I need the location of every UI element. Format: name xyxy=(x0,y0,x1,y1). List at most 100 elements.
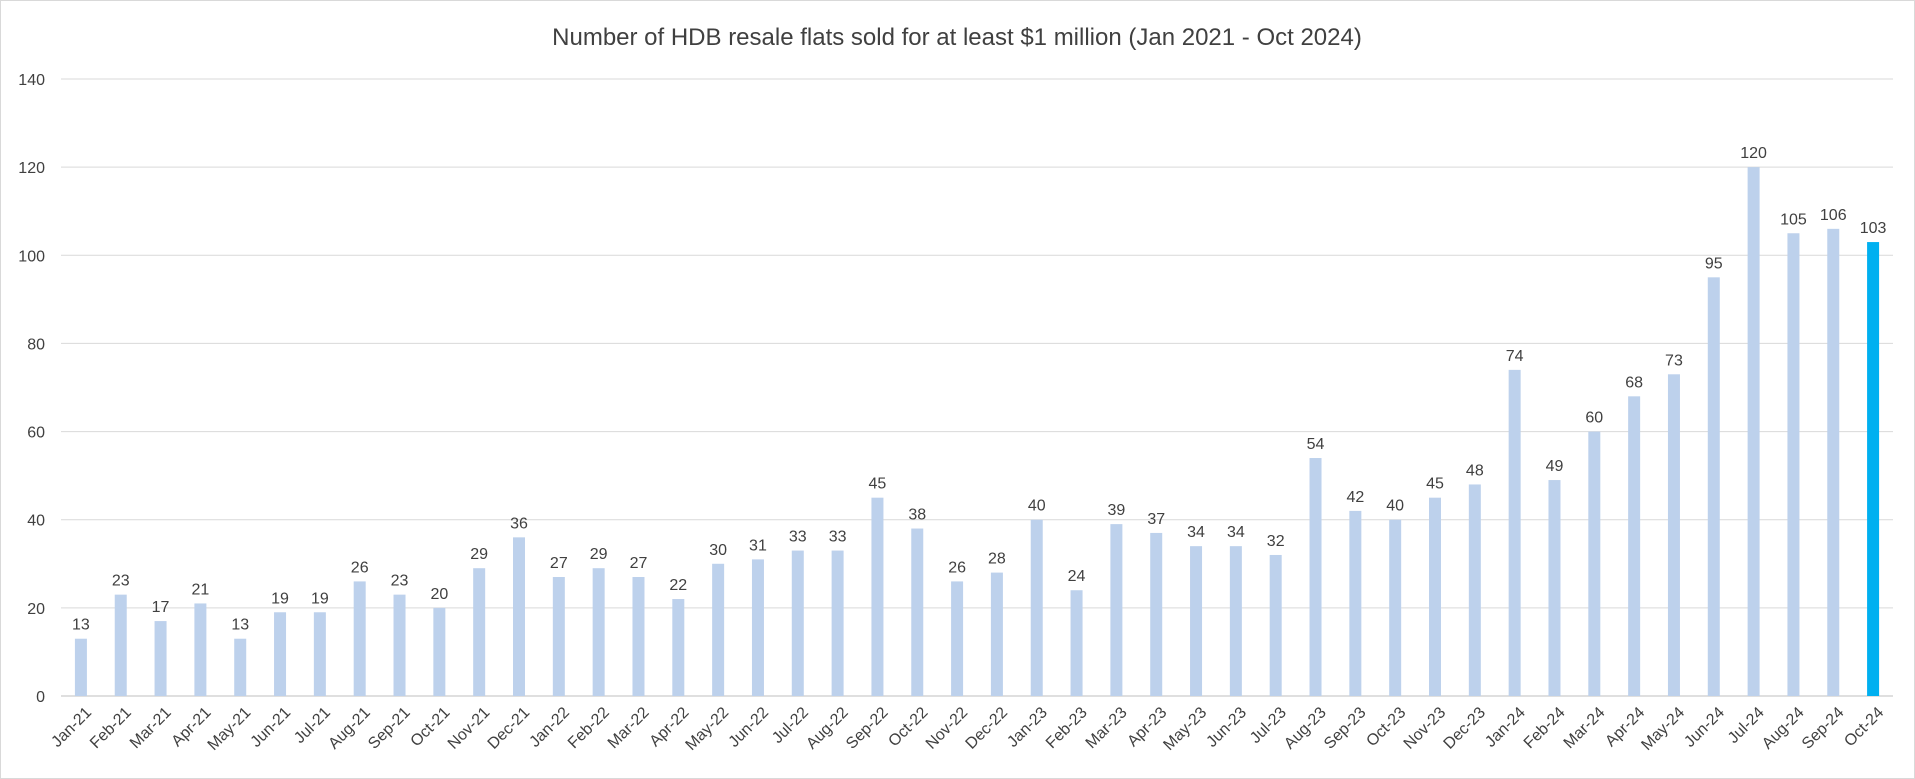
bar-jun-21 xyxy=(274,612,287,696)
x-tick-label: May-24 xyxy=(1638,704,1688,754)
bar-sep-23 xyxy=(1349,510,1362,696)
bar-apr-21 xyxy=(194,603,207,696)
x-axis-ticks: Jan-21Feb-21Mar-21Apr-21May-21Jun-21Jul-… xyxy=(48,704,1887,754)
x-tick-label: Aug-23 xyxy=(1281,704,1330,753)
bar-jan-24 xyxy=(1508,369,1521,696)
bar-may-23 xyxy=(1190,546,1203,696)
bar-jun-22 xyxy=(751,559,764,696)
bars xyxy=(74,167,1880,697)
x-tick-label: Feb-21 xyxy=(87,704,135,752)
bar-dec-23 xyxy=(1468,484,1481,696)
x-tick-label: Mar-21 xyxy=(127,704,175,752)
x-tick-label: Jan-24 xyxy=(1482,704,1529,751)
x-tick-label: Dec-22 xyxy=(963,704,1012,753)
x-tick-label: May-22 xyxy=(683,704,733,754)
y-tick-label: 0 xyxy=(36,689,45,706)
y-tick-label: 120 xyxy=(18,160,45,177)
data-label: 20 xyxy=(430,586,448,603)
x-tick-label: Nov-21 xyxy=(445,704,494,753)
bar-aug-23 xyxy=(1309,458,1322,696)
x-tick-label: Sep-21 xyxy=(365,704,414,753)
bar-feb-21 xyxy=(114,594,127,696)
data-label: 38 xyxy=(908,507,926,524)
data-label: 37 xyxy=(1147,511,1165,528)
data-label: 29 xyxy=(470,546,488,563)
data-label: 13 xyxy=(72,617,90,634)
data-label: 19 xyxy=(271,590,289,607)
x-tick-label: Jun-23 xyxy=(1203,704,1250,751)
x-tick-label: Jan-22 xyxy=(526,704,573,751)
x-tick-label: Oct-24 xyxy=(1841,704,1887,750)
bar-jan-21 xyxy=(74,638,87,696)
bar-aug-22 xyxy=(831,550,844,696)
x-tick-label: Sep-24 xyxy=(1799,704,1848,753)
data-label: 103 xyxy=(1860,220,1887,237)
bar-feb-23 xyxy=(1070,590,1083,696)
bar-oct-23 xyxy=(1389,519,1402,696)
bar-jul-23 xyxy=(1269,554,1282,696)
x-tick-label: Jan-23 xyxy=(1004,704,1051,751)
bar-may-22 xyxy=(712,563,725,696)
bar-jun-24 xyxy=(1707,277,1720,696)
data-label: 54 xyxy=(1307,436,1325,453)
data-label: 33 xyxy=(789,529,807,546)
bar-apr-24 xyxy=(1628,396,1641,696)
data-label: 33 xyxy=(829,529,847,546)
y-tick-label: 40 xyxy=(27,513,45,530)
bar-mar-21 xyxy=(154,621,167,696)
data-label: 26 xyxy=(351,559,369,576)
bar-aug-24 xyxy=(1787,233,1800,696)
x-tick-label: Feb-24 xyxy=(1521,704,1569,752)
bar-mar-24 xyxy=(1588,431,1601,696)
bar-apr-22 xyxy=(672,599,685,696)
bar-dec-22 xyxy=(990,572,1003,696)
chart-title: Number of HDB resale flats sold for at l… xyxy=(552,24,1362,51)
data-label: 27 xyxy=(630,555,648,572)
data-label: 30 xyxy=(709,542,727,559)
x-tick-label: Nov-22 xyxy=(923,704,972,753)
x-tick-label: Sep-22 xyxy=(843,704,892,753)
data-label: 27 xyxy=(550,555,568,572)
bar-jan-22 xyxy=(552,577,565,696)
x-tick-label: Dec-23 xyxy=(1441,704,1490,753)
data-label: 32 xyxy=(1267,533,1285,550)
x-tick-label: Aug-22 xyxy=(803,704,852,753)
bar-jan-23 xyxy=(1030,519,1043,696)
data-label: 106 xyxy=(1820,207,1847,224)
data-label: 40 xyxy=(1028,498,1046,515)
data-label: 13 xyxy=(231,617,249,634)
x-tick-label: Jun-24 xyxy=(1681,704,1728,751)
bar-feb-22 xyxy=(592,568,605,696)
bar-dec-21 xyxy=(513,537,525,696)
x-tick-label: Feb-23 xyxy=(1043,704,1091,752)
y-tick-label: 80 xyxy=(27,336,45,353)
data-label: 68 xyxy=(1625,374,1643,391)
bar-oct-22 xyxy=(911,528,924,696)
data-label: 105 xyxy=(1780,211,1807,228)
bar-nov-21 xyxy=(473,568,486,696)
data-labels: 13 23 17 21 13 19 19 26 23 20 29 36 27 29 27 22 30 31 33 33… xyxy=(72,145,1887,634)
data-label: 45 xyxy=(1426,476,1444,493)
bar-aug-21 xyxy=(353,581,366,696)
y-axis-ticks: 0 20 40 60 80 100 120 140 xyxy=(18,72,45,706)
data-label: 34 xyxy=(1187,524,1205,541)
data-label: 31 xyxy=(749,537,767,554)
bar-oct-24 xyxy=(1867,242,1880,697)
bar-sep-21 xyxy=(393,594,406,696)
y-tick-label: 20 xyxy=(27,601,45,618)
bar-sep-22 xyxy=(871,497,884,696)
data-label: 24 xyxy=(1068,568,1086,585)
data-label: 48 xyxy=(1466,462,1484,479)
data-label: 23 xyxy=(391,573,409,590)
x-tick-label: Dec-21 xyxy=(485,704,534,753)
x-tick-label: Mar-24 xyxy=(1561,704,1609,752)
data-label: 49 xyxy=(1546,458,1564,475)
bar-jun-23 xyxy=(1229,546,1242,696)
y-tick-label: 100 xyxy=(18,248,45,265)
bar-may-24 xyxy=(1667,374,1680,696)
y-tick-label: 140 xyxy=(18,72,45,89)
x-tick-label: May-21 xyxy=(205,704,255,754)
x-tick-label: Aug-21 xyxy=(325,704,374,753)
